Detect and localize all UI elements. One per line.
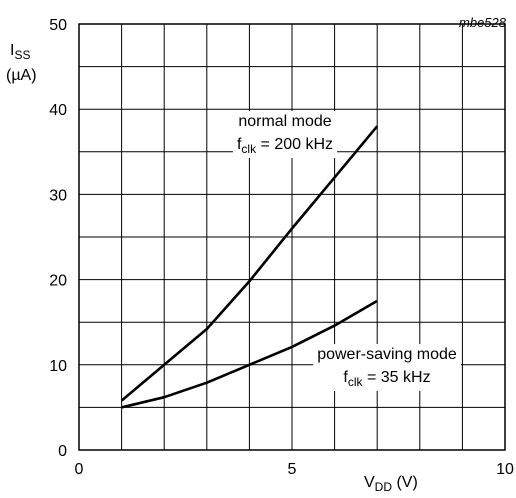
y-tick-label: 50 — [49, 17, 67, 34]
normal-mode-curve — [120, 125, 379, 402]
x-tick-label: 0 — [75, 461, 84, 478]
y-tick-label: 0 — [58, 443, 67, 460]
power-saving-mode-curve — [121, 299, 378, 409]
x-tick-label: 5 — [288, 461, 297, 478]
normal-mode-label-bg — [232, 111, 338, 158]
y-axis-label: ISS — [10, 42, 30, 62]
y-axis-unit: (µA) — [6, 67, 37, 84]
chart-code: mbe528 — [459, 15, 507, 30]
curves — [120, 125, 379, 409]
y-tick-label: 20 — [49, 273, 67, 290]
y-tick-label: 40 — [49, 102, 67, 119]
y-tick-label: 30 — [49, 187, 67, 204]
x-tick-label: 10 — [496, 461, 514, 478]
plot-frame — [78, 23, 506, 451]
power-saving-mode-label: power-saving mode — [317, 346, 457, 363]
tick-labels: 0 5 10 0 10 20 30 40 50 — [49, 17, 514, 478]
x-axis-label: VDD (V) — [364, 474, 418, 494]
power-saving-mode-frequency: fclk = 35 kHz — [343, 369, 430, 389]
normal-mode-label: normal mode — [238, 113, 331, 130]
power-saving-label-bg — [313, 344, 461, 391]
normal-mode-frequency: fclk = 200 kHz — [237, 136, 333, 156]
y-tick-label: 10 — [49, 358, 67, 375]
